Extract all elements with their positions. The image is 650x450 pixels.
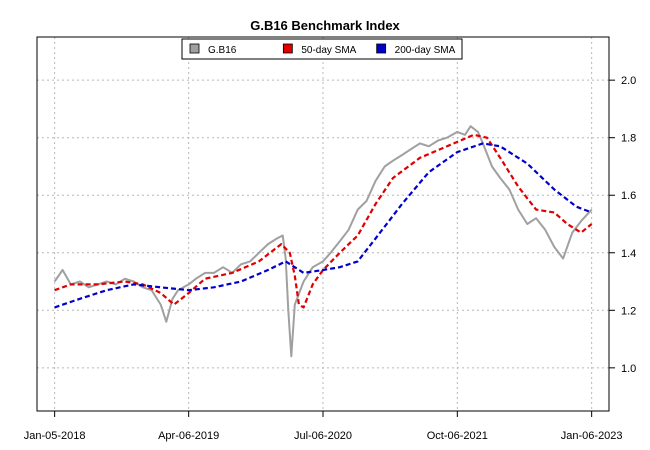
legend: G.B16 50-day SMA 200-day SMA — [181, 38, 463, 60]
x-axis: Jan-05-2018 Apr-06-2019 Jul-06-2020 Oct-06-… — [24, 411, 623, 442]
grid — [37, 37, 609, 411]
series-line-gb16 — [53, 125, 593, 358]
x-tick-label: Apr-06-2019 — [158, 430, 219, 442]
y-tick-label: 1.4 — [621, 248, 636, 260]
y-tick-label: 1.6 — [621, 190, 636, 202]
y-tick-label: 1.8 — [621, 133, 636, 145]
y-tick-label: 2.0 — [621, 75, 636, 87]
legend-swatch-gb16 — [189, 43, 200, 54]
legend-label: 200-day SMA — [395, 45, 456, 56]
y-tick-label: 1.2 — [621, 305, 636, 317]
y-axis: 1.0 1.2 1.4 1.6 1.8 2.0 — [609, 75, 636, 375]
x-tick-label: Oct-06-2021 — [427, 430, 488, 442]
x-tick-label: Jan-05-2018 — [24, 430, 86, 442]
chart-title: G.B16 Benchmark Index — [250, 18, 400, 33]
x-tick-label: Jan-06-2023 — [561, 430, 623, 442]
series-layer — [53, 125, 593, 358]
legend-label: 50-day SMA — [301, 45, 356, 56]
series-line-sma200 — [54, 142, 593, 309]
legend-swatch-sma200 — [376, 43, 387, 54]
x-tick-label: Jul-06-2020 — [294, 430, 352, 442]
series-line-sma50 — [54, 133, 593, 309]
y-tick-label: 1.0 — [621, 363, 636, 375]
legend-swatch-sma50 — [282, 43, 293, 54]
legend-label: G.B16 — [208, 45, 237, 56]
legend-box — [181, 38, 463, 60]
